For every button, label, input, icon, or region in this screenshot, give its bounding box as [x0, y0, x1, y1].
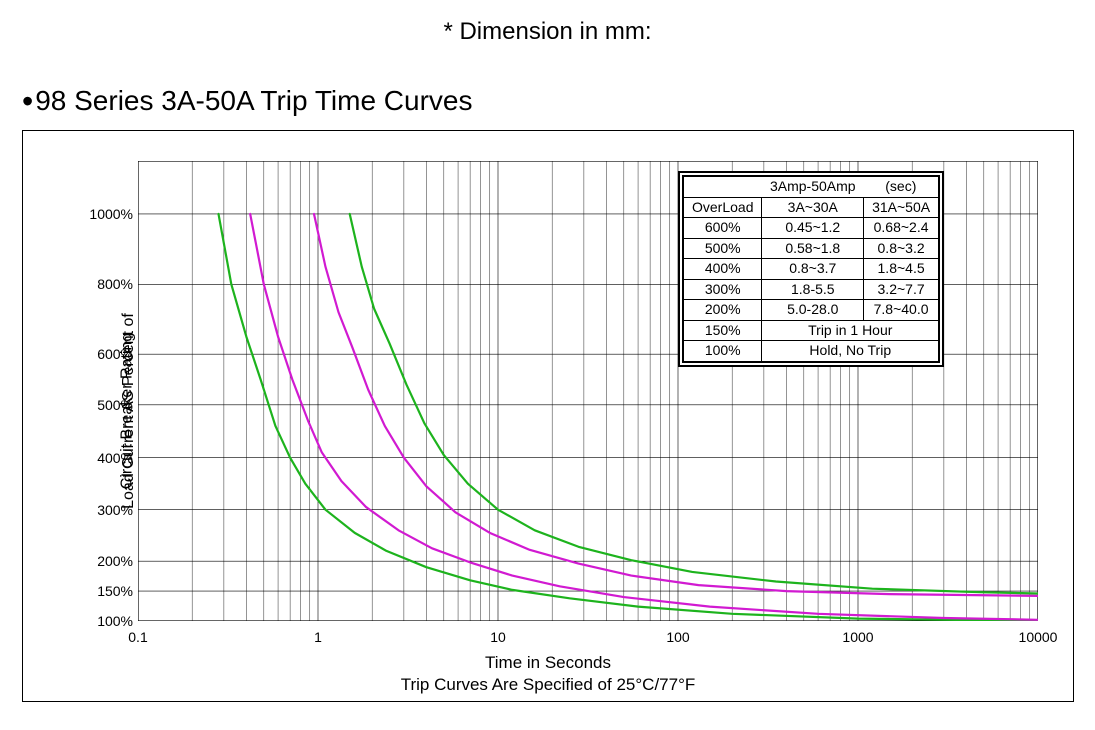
- legend-cell: 3.2~7.7: [864, 279, 939, 300]
- legend-table-body: 3Amp-50Amp(sec) OverLoad3A~30A31A~50A 600%…: [683, 176, 939, 362]
- y-tick-label: 600%: [73, 346, 133, 362]
- y-tick-label: 1000%: [73, 206, 133, 222]
- y-tick-label: 400%: [73, 450, 133, 466]
- legend-cell: 150%: [684, 320, 762, 341]
- legend-header-title: 3Amp-50Amp: [762, 177, 864, 198]
- legend-cell: 300%: [684, 279, 762, 300]
- x-tick-label: 10: [490, 629, 506, 645]
- legend-cell: 500%: [684, 238, 762, 259]
- x-tick-label: 1000: [842, 629, 873, 645]
- y-tick-label: 800%: [73, 276, 133, 292]
- bullet-icon: •: [22, 85, 33, 117]
- legend-cell: 100%: [684, 341, 762, 362]
- legend-cell: 0.8~3.7: [762, 259, 864, 280]
- dimension-note: * Dimension in mm:: [0, 18, 1095, 46]
- legend-column-header: OverLoad: [684, 197, 762, 218]
- legend-column-header: 3A~30A: [762, 197, 864, 218]
- page: * Dimension in mm: • 98 Series 3A-50A Tr…: [0, 0, 1095, 730]
- legend-cell: 0.68~2.4: [864, 218, 939, 239]
- chart-title-row: • 98 Series 3A-50A Trip Time Curves: [22, 85, 473, 117]
- legend-cell: Trip in 1 Hour: [762, 320, 939, 341]
- legend-cell: 5.0-28.0: [762, 300, 864, 321]
- y-tick-label: 200%: [73, 553, 133, 569]
- y-tick-label: 300%: [73, 502, 133, 518]
- x-tick-label: 0.1: [128, 629, 147, 645]
- x-tick-label: 10000: [1019, 629, 1058, 645]
- legend-cell: 0.8~3.2: [864, 238, 939, 259]
- chart-inner: Load Current AS Percent of Circuit Break…: [23, 131, 1073, 701]
- y-tick-label: 500%: [73, 397, 133, 413]
- y-tick-label: 150%: [73, 583, 133, 599]
- x-axis-sublabel: Trip Curves Are Specified of 25°C/77°F: [23, 675, 1073, 695]
- legend-cell: 0.45~1.2: [762, 218, 864, 239]
- chart-frame: Load Current AS Percent of Circuit Break…: [22, 130, 1074, 702]
- legend-column-header: 31A~50A: [864, 197, 939, 218]
- legend-header-unit: (sec): [864, 177, 939, 198]
- legend-cell: 600%: [684, 218, 762, 239]
- legend-cell: Hold, No Trip: [762, 341, 939, 362]
- x-tick-label: 100: [666, 629, 689, 645]
- y-tick-label: 100%: [73, 613, 133, 629]
- legend-cell: 400%: [684, 259, 762, 280]
- chart-title: 98 Series 3A-50A Trip Time Curves: [35, 85, 472, 117]
- legend-cell: 0.58~1.8: [762, 238, 864, 259]
- legend-cell: 1.8~4.5: [864, 259, 939, 280]
- legend-cell: 7.8~40.0: [864, 300, 939, 321]
- legend-cell: 200%: [684, 300, 762, 321]
- legend-cell: 1.8-5.5: [762, 279, 864, 300]
- legend-table: 3Amp-50Amp(sec) OverLoad3A~30A31A~50A 600%…: [678, 171, 944, 367]
- legend-header-spacer: [684, 177, 762, 198]
- x-axis-label: Time in Seconds: [23, 653, 1073, 673]
- x-tick-label: 1: [314, 629, 322, 645]
